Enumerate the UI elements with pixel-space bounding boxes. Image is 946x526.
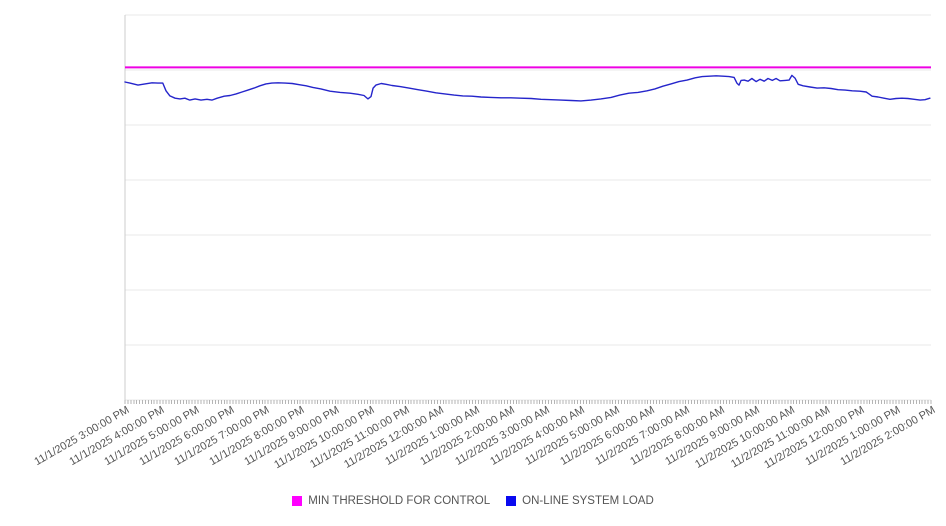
legend-label-system-load: ON-LINE SYSTEM LOAD	[522, 495, 654, 507]
legend-swatch-magenta	[292, 496, 303, 506]
legend-label-min-threshold: MIN THRESHOLD FOR CONTROL	[308, 495, 491, 507]
legend-swatch-blue	[506, 496, 517, 506]
legend: MIN THRESHOLD FOR CONTROL ON-LINE SYSTEM…	[0, 495, 946, 507]
online-system-load-line	[124, 74, 931, 102]
legend-item-system-load[interactable]: ON-LINE SYSTEM LOAD	[506, 495, 654, 507]
legend-item-min-threshold[interactable]: MIN THRESHOLD FOR CONTROL	[292, 495, 490, 507]
